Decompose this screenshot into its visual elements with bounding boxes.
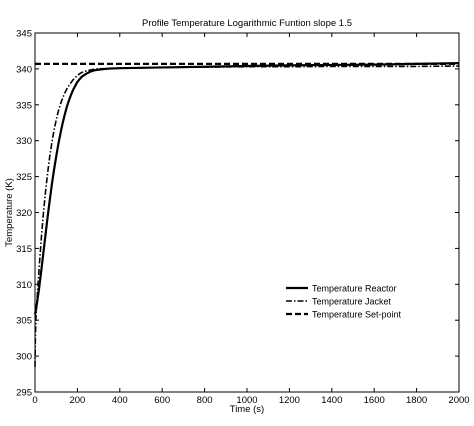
y-axis-label: Temperature (K) bbox=[4, 178, 15, 247]
y-tick-label: 295 bbox=[16, 388, 32, 399]
x-axis-label: Time (s) bbox=[230, 404, 264, 415]
y-tick-label: 340 bbox=[16, 64, 32, 75]
x-tick-label: 800 bbox=[197, 395, 213, 406]
x-tick-label: 1200 bbox=[279, 395, 300, 406]
y-tick-label: 325 bbox=[16, 172, 32, 183]
y-axis: 295 300 305 310 315 320 325 330 335 340 345 bbox=[16, 29, 459, 399]
y-tick-label: 305 bbox=[16, 316, 32, 327]
x-tick-label: 1400 bbox=[321, 395, 342, 406]
x-tick-label: 200 bbox=[69, 395, 85, 406]
legend-label: Temperature Set-point bbox=[312, 310, 402, 320]
x-tick-label: 1000 bbox=[236, 395, 257, 406]
legend: Temperature Reactor Temperature Jacket Tem… bbox=[282, 279, 432, 322]
x-tick-label: 0 bbox=[32, 395, 37, 406]
x-tick-label: 2000 bbox=[448, 395, 469, 406]
series-line bbox=[34, 65, 460, 367]
legend-label: Temperature Jacket bbox=[312, 297, 392, 307]
y-tick-label: 335 bbox=[16, 100, 32, 111]
x-tick-label: 400 bbox=[112, 395, 128, 406]
y-tick-label: 300 bbox=[16, 352, 32, 363]
x-axis: 0 200 400 600 800 1000 1200 1400 1600 1800 2000 bbox=[32, 33, 470, 406]
y-tick-label: 310 bbox=[16, 280, 32, 291]
x-tick-label: 1800 bbox=[406, 395, 427, 406]
x-tick-label: 600 bbox=[154, 395, 170, 406]
x-tick-label: 1600 bbox=[364, 395, 385, 406]
plot-lines bbox=[33, 62, 460, 367]
plot-frame bbox=[34, 32, 460, 393]
series-line bbox=[33, 62, 460, 315]
y-tick-label: 330 bbox=[16, 136, 32, 147]
y-tick-label: 315 bbox=[16, 244, 32, 255]
chart-title: Profile Temperature Logarithmic Funtion … bbox=[142, 18, 352, 29]
legend-label: Temperature Reactor bbox=[312, 284, 397, 294]
y-tick-label: 345 bbox=[16, 29, 32, 40]
y-tick-label: 320 bbox=[16, 208, 32, 219]
